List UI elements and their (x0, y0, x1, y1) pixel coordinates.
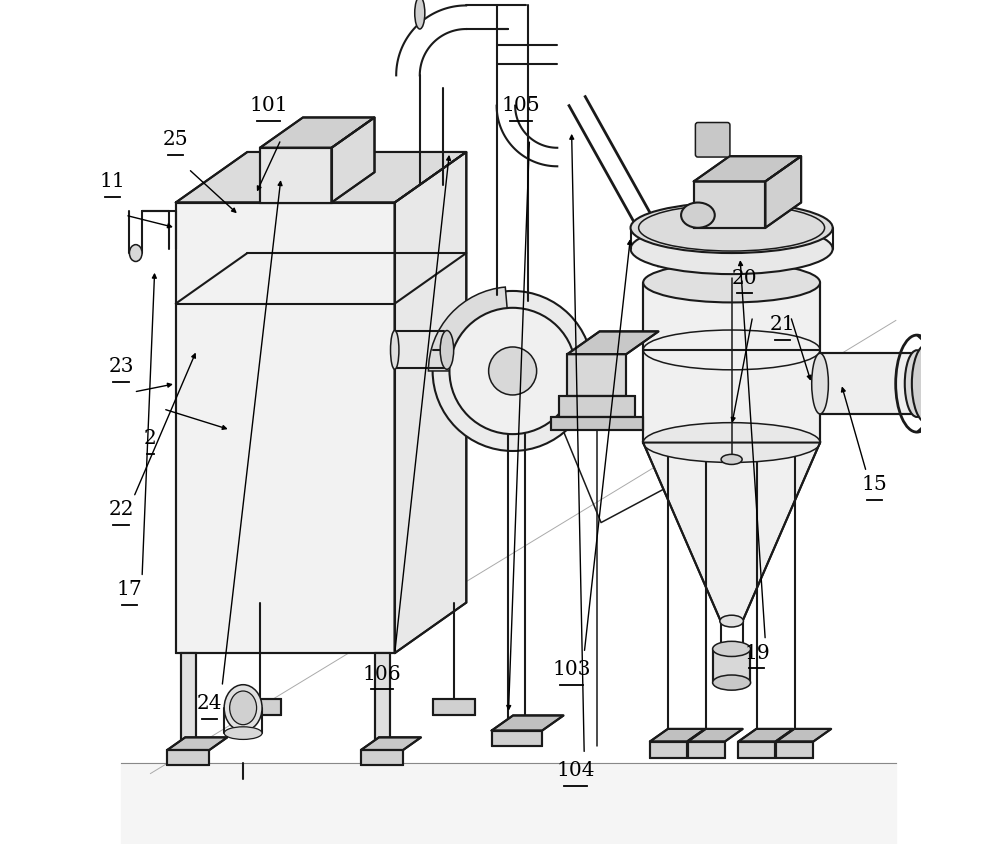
Text: 19: 19 (744, 643, 770, 662)
Ellipse shape (713, 641, 751, 657)
Polygon shape (176, 153, 466, 203)
Polygon shape (650, 729, 705, 742)
Ellipse shape (812, 354, 828, 414)
Circle shape (489, 348, 537, 396)
Ellipse shape (415, 0, 425, 30)
Polygon shape (567, 354, 626, 397)
Ellipse shape (912, 345, 942, 424)
Ellipse shape (391, 331, 399, 370)
Polygon shape (361, 738, 421, 750)
Text: 2: 2 (144, 428, 157, 447)
Polygon shape (643, 443, 820, 621)
Polygon shape (776, 729, 831, 742)
Text: 23: 23 (108, 357, 134, 376)
Polygon shape (688, 729, 743, 742)
Ellipse shape (224, 727, 262, 739)
Text: 101: 101 (249, 96, 288, 115)
Polygon shape (738, 729, 793, 742)
Polygon shape (776, 742, 813, 759)
Polygon shape (167, 750, 209, 766)
Text: 106: 106 (363, 663, 401, 683)
Ellipse shape (905, 351, 929, 418)
Polygon shape (694, 182, 765, 229)
Polygon shape (567, 332, 659, 354)
Ellipse shape (643, 423, 820, 463)
Text: 24: 24 (197, 693, 222, 712)
Ellipse shape (224, 684, 262, 731)
Polygon shape (650, 742, 687, 759)
Polygon shape (167, 738, 227, 750)
Polygon shape (361, 750, 403, 766)
Text: 103: 103 (552, 660, 591, 679)
Polygon shape (765, 157, 801, 229)
Polygon shape (492, 731, 542, 746)
Text: 11: 11 (100, 171, 125, 191)
Polygon shape (181, 653, 196, 750)
Polygon shape (260, 118, 375, 149)
Ellipse shape (720, 615, 743, 627)
Polygon shape (713, 649, 750, 683)
Text: 21: 21 (769, 315, 795, 333)
Wedge shape (428, 288, 513, 371)
Ellipse shape (129, 246, 142, 262)
Polygon shape (260, 149, 332, 203)
Polygon shape (492, 716, 564, 731)
Polygon shape (694, 157, 801, 182)
Text: 22: 22 (108, 500, 134, 519)
Text: 25: 25 (163, 130, 189, 149)
Circle shape (449, 308, 576, 435)
Polygon shape (239, 700, 281, 715)
Ellipse shape (230, 691, 257, 725)
Polygon shape (176, 203, 395, 653)
Polygon shape (559, 397, 635, 418)
Ellipse shape (440, 331, 454, 370)
Ellipse shape (631, 203, 833, 254)
Text: 105: 105 (502, 96, 540, 115)
Polygon shape (551, 418, 643, 430)
Ellipse shape (713, 675, 751, 690)
Polygon shape (332, 118, 375, 203)
Text: 17: 17 (117, 580, 142, 598)
Polygon shape (643, 284, 820, 443)
Ellipse shape (681, 203, 715, 229)
Polygon shape (395, 153, 466, 653)
Polygon shape (688, 742, 725, 759)
Text: 15: 15 (862, 474, 888, 494)
Ellipse shape (643, 263, 820, 303)
Ellipse shape (721, 455, 742, 465)
Ellipse shape (631, 225, 833, 275)
Circle shape (433, 292, 593, 452)
Text: 104: 104 (557, 760, 595, 780)
Polygon shape (738, 742, 775, 759)
FancyBboxPatch shape (695, 123, 730, 158)
Polygon shape (820, 354, 917, 414)
Polygon shape (375, 653, 390, 750)
Polygon shape (433, 700, 475, 715)
Text: 20: 20 (731, 268, 757, 288)
